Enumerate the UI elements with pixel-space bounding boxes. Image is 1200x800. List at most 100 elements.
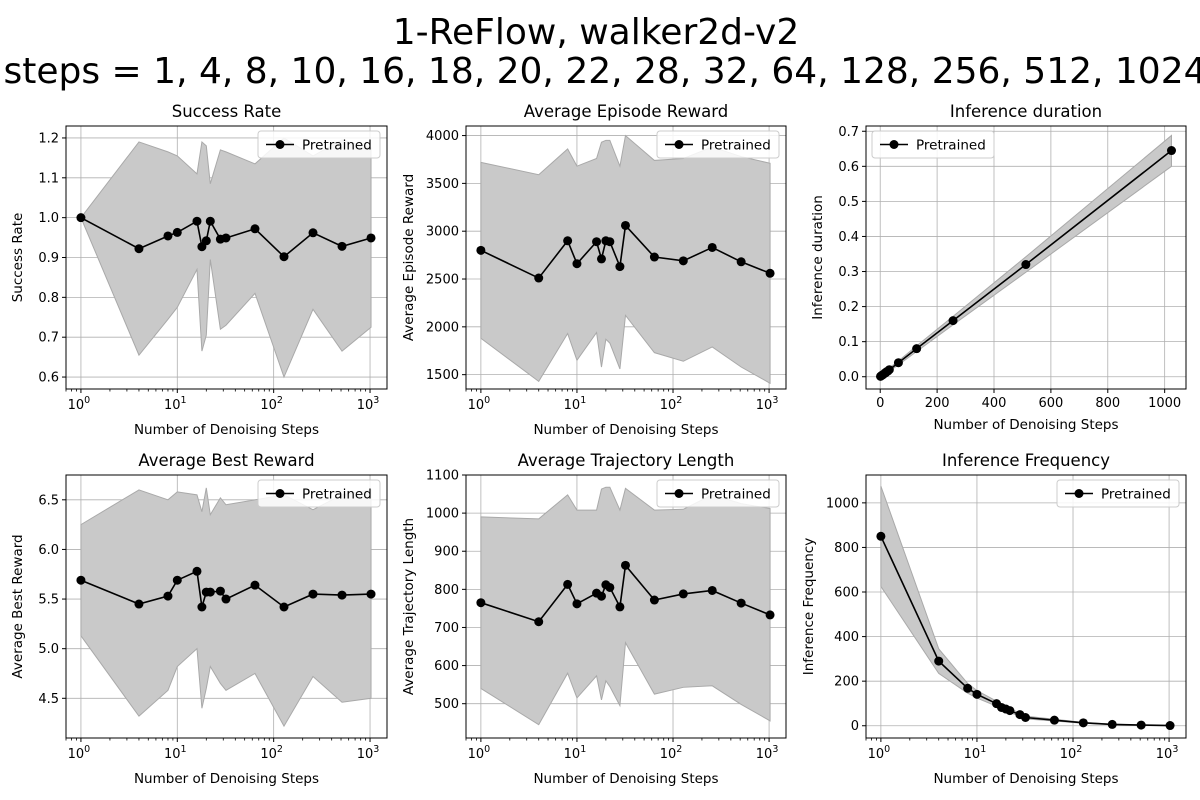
y-tick-label: 500 [434,697,459,712]
legend: Pretrained [257,130,381,159]
axes-frame [465,474,787,739]
y-tick-label: 1500 [426,368,459,383]
chart-panel-success-rate: 100 101 102 1030.60.70.80.91.01.11.2Success… [10,102,388,438]
y-axis-label: Average Episode Reward [401,174,417,341]
data-point [337,590,347,600]
y-tick-label: 4.5 [38,692,59,707]
tick-base: 10 [868,747,885,762]
legend: Pretrained [1056,479,1180,508]
legend: Pretrained [656,130,780,159]
data-point [876,531,886,541]
y-tick-label: 2000 [426,320,459,335]
y-tick-label: 800 [834,541,859,556]
data-point [563,236,573,246]
data-point [476,245,486,255]
y-axis-label: Average Best Reward [10,534,26,678]
data-point [948,316,958,326]
confidence-band [80,487,372,728]
tick-base: 10 [756,398,773,413]
tick-exponent: 2 [676,744,682,755]
y-tick-label: 200 [834,675,859,690]
data-point [192,566,202,576]
data-point [172,227,182,237]
x-tick-label: 100 [468,395,491,413]
data-point [205,216,215,226]
x-tick-label: 102 [660,744,683,762]
legend-marker [674,489,684,498]
data-point [963,683,973,693]
y-tick-label: 800 [434,583,459,598]
data-point [707,585,717,595]
tick-exponent: 3 [1172,744,1178,755]
chart-panel-avg-episode-reward: 100 101 102 103150020002500300035004000Aver… [401,102,787,438]
y-tick-label: 0.7 [38,331,59,346]
data-point [76,575,86,585]
data-point [366,233,376,243]
tick-base: 10 [260,398,277,413]
data-point [893,358,903,368]
x-tick-label: 1000 [1148,396,1181,411]
y-tick-label: 900 [434,545,459,560]
confidence-band [480,134,771,385]
tick-base: 10 [468,398,485,413]
y-tick-label: 0.6 [38,371,59,386]
confidence-band [480,486,771,726]
chart-title: Success Rate [172,102,282,121]
legend-marker [889,140,899,149]
data-point [308,589,318,599]
x-axis-label: Number of Denoising Steps [533,771,718,787]
y-tick-label: 3000 [426,225,459,240]
tick-exponent: 1 [980,744,986,755]
data-point [476,598,486,608]
y-tick-label: 0.2 [838,300,859,315]
data-point [197,602,207,612]
tick-exponent: 2 [1076,744,1082,755]
legend-label: Pretrained [302,138,372,154]
y-tick-label: 5.0 [38,642,59,657]
y-tick-label: 1.1 [38,171,59,186]
tick-exponent: 3 [373,395,379,406]
x-tick-label: 101 [164,395,187,413]
legend-marker [275,140,285,149]
data-point [250,580,260,590]
tick-base: 10 [68,747,85,762]
x-tick-label: 102 [1060,744,1083,762]
y-tick-label: 600 [434,659,459,674]
tick-exponent: 1 [181,395,187,406]
legend: Pretrained [656,479,780,508]
x-tick-label: 103 [756,395,779,413]
x-tick-label: 100 [68,744,91,762]
legend-label: Pretrained [1101,487,1171,503]
y-tick-label: 1000 [426,507,459,522]
chart-title: Inference Frequency [942,451,1110,470]
tick-exponent: 1 [580,395,586,406]
tick-exponent: 0 [484,395,490,406]
data-point [215,586,225,596]
data-point [605,237,615,247]
tick-base: 10 [468,747,485,762]
tick-exponent: 0 [84,744,90,755]
data-point [192,216,202,226]
data-point [221,594,231,604]
chart-panel-inference-duration: 0 200 400 600 800 1000 0.0 0.1 0.2 0.3 0.4 0.5 0.6 0.… [810,102,1187,433]
tick-base: 10 [164,747,181,762]
y-tick-label: 0.7 [838,125,859,140]
data-point [134,244,144,254]
x-tick-label: 102 [660,395,683,413]
data-point [279,252,289,262]
data-point [605,582,615,592]
data-point [765,268,775,278]
legend-box [1056,479,1180,508]
data-point [221,233,231,243]
axes-frame [865,474,1187,739]
y-tick-label: 1.2 [38,131,59,146]
data-point [707,242,717,252]
y-tick-label: 0.8 [38,291,59,306]
x-axis-label: Number of Denoising Steps [933,771,1118,787]
figure-title-line2: steps = 1, 4, 8, 10, 16, 18, 20, 22, 28,… [3,51,1200,92]
y-tick-label: 6.5 [38,493,59,508]
y-tick-label: 2500 [426,273,459,288]
x-axis-label: Number of Denoising Steps [134,771,319,787]
